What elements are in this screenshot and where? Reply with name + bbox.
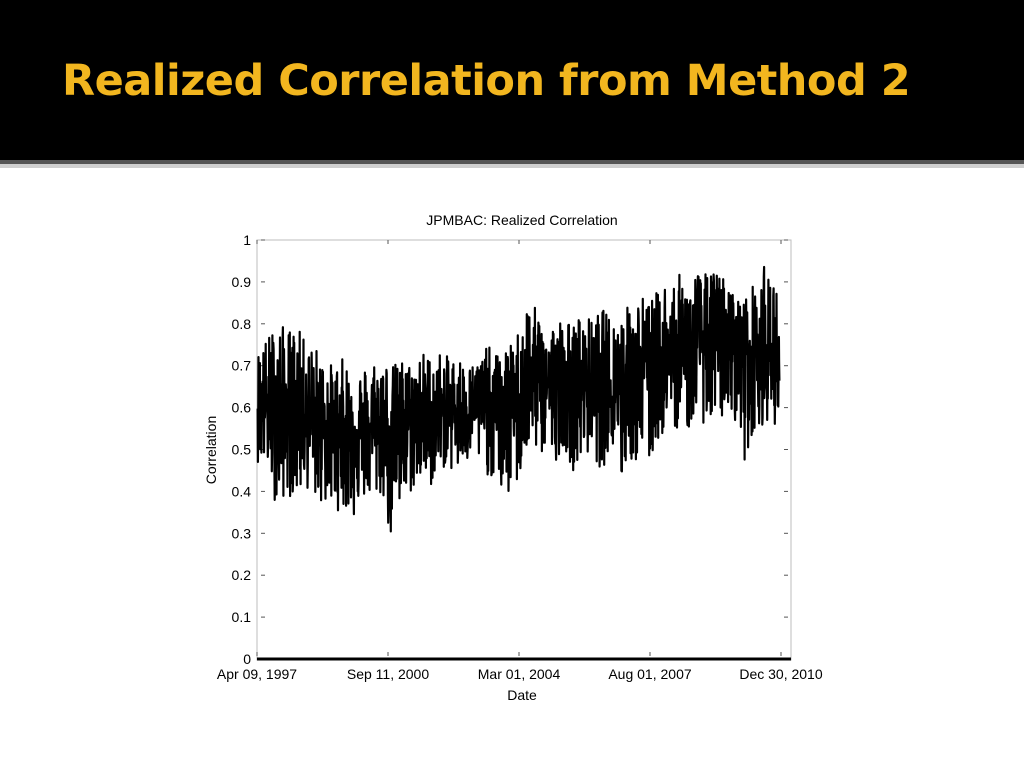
y-tick-label: 0.4: [232, 483, 252, 499]
x-axis-label: Date: [507, 687, 537, 703]
series-group: [256, 265, 781, 533]
x-tick-label: Mar 01, 2004: [478, 666, 561, 682]
y-tick-label: 0.7: [232, 358, 252, 374]
y-tick-label: 0.1: [232, 609, 252, 625]
correlation-series-line: [256, 265, 781, 533]
y-tick-label: 0: [243, 651, 251, 667]
chart-title: JPMBAC: Realized Correlation: [426, 212, 617, 228]
y-tick-label: 0.6: [232, 400, 252, 416]
y-tick-label: 0.3: [232, 525, 252, 541]
axis-ticks: 0 0.1 0.2 0.3 0.4 0.5 0.6 0.7 0.8 0.9 1 Apr 09, 199…: [217, 232, 823, 682]
title-divider-shadow: [0, 164, 1024, 168]
title-bar: [0, 0, 1024, 160]
y-tick-label: 0.5: [232, 442, 252, 458]
y-tick-label: 1: [243, 232, 251, 248]
slide-title: Realized Correlation from Method 2: [62, 56, 911, 106]
x-tick-label: Dec 30, 2010: [739, 666, 822, 682]
x-tick-label: Sep 11, 2000: [347, 666, 429, 682]
y-tick-label: 0.8: [232, 316, 252, 332]
x-tick-label: Apr 09, 1997: [217, 666, 297, 682]
x-tick-label: Aug 01, 2007: [608, 666, 692, 682]
title-divider: [0, 160, 1024, 164]
y-tick-label: 0.2: [232, 567, 252, 583]
y-axis-label: Correlation: [203, 416, 219, 484]
y-tick-label: 0.9: [232, 274, 252, 290]
